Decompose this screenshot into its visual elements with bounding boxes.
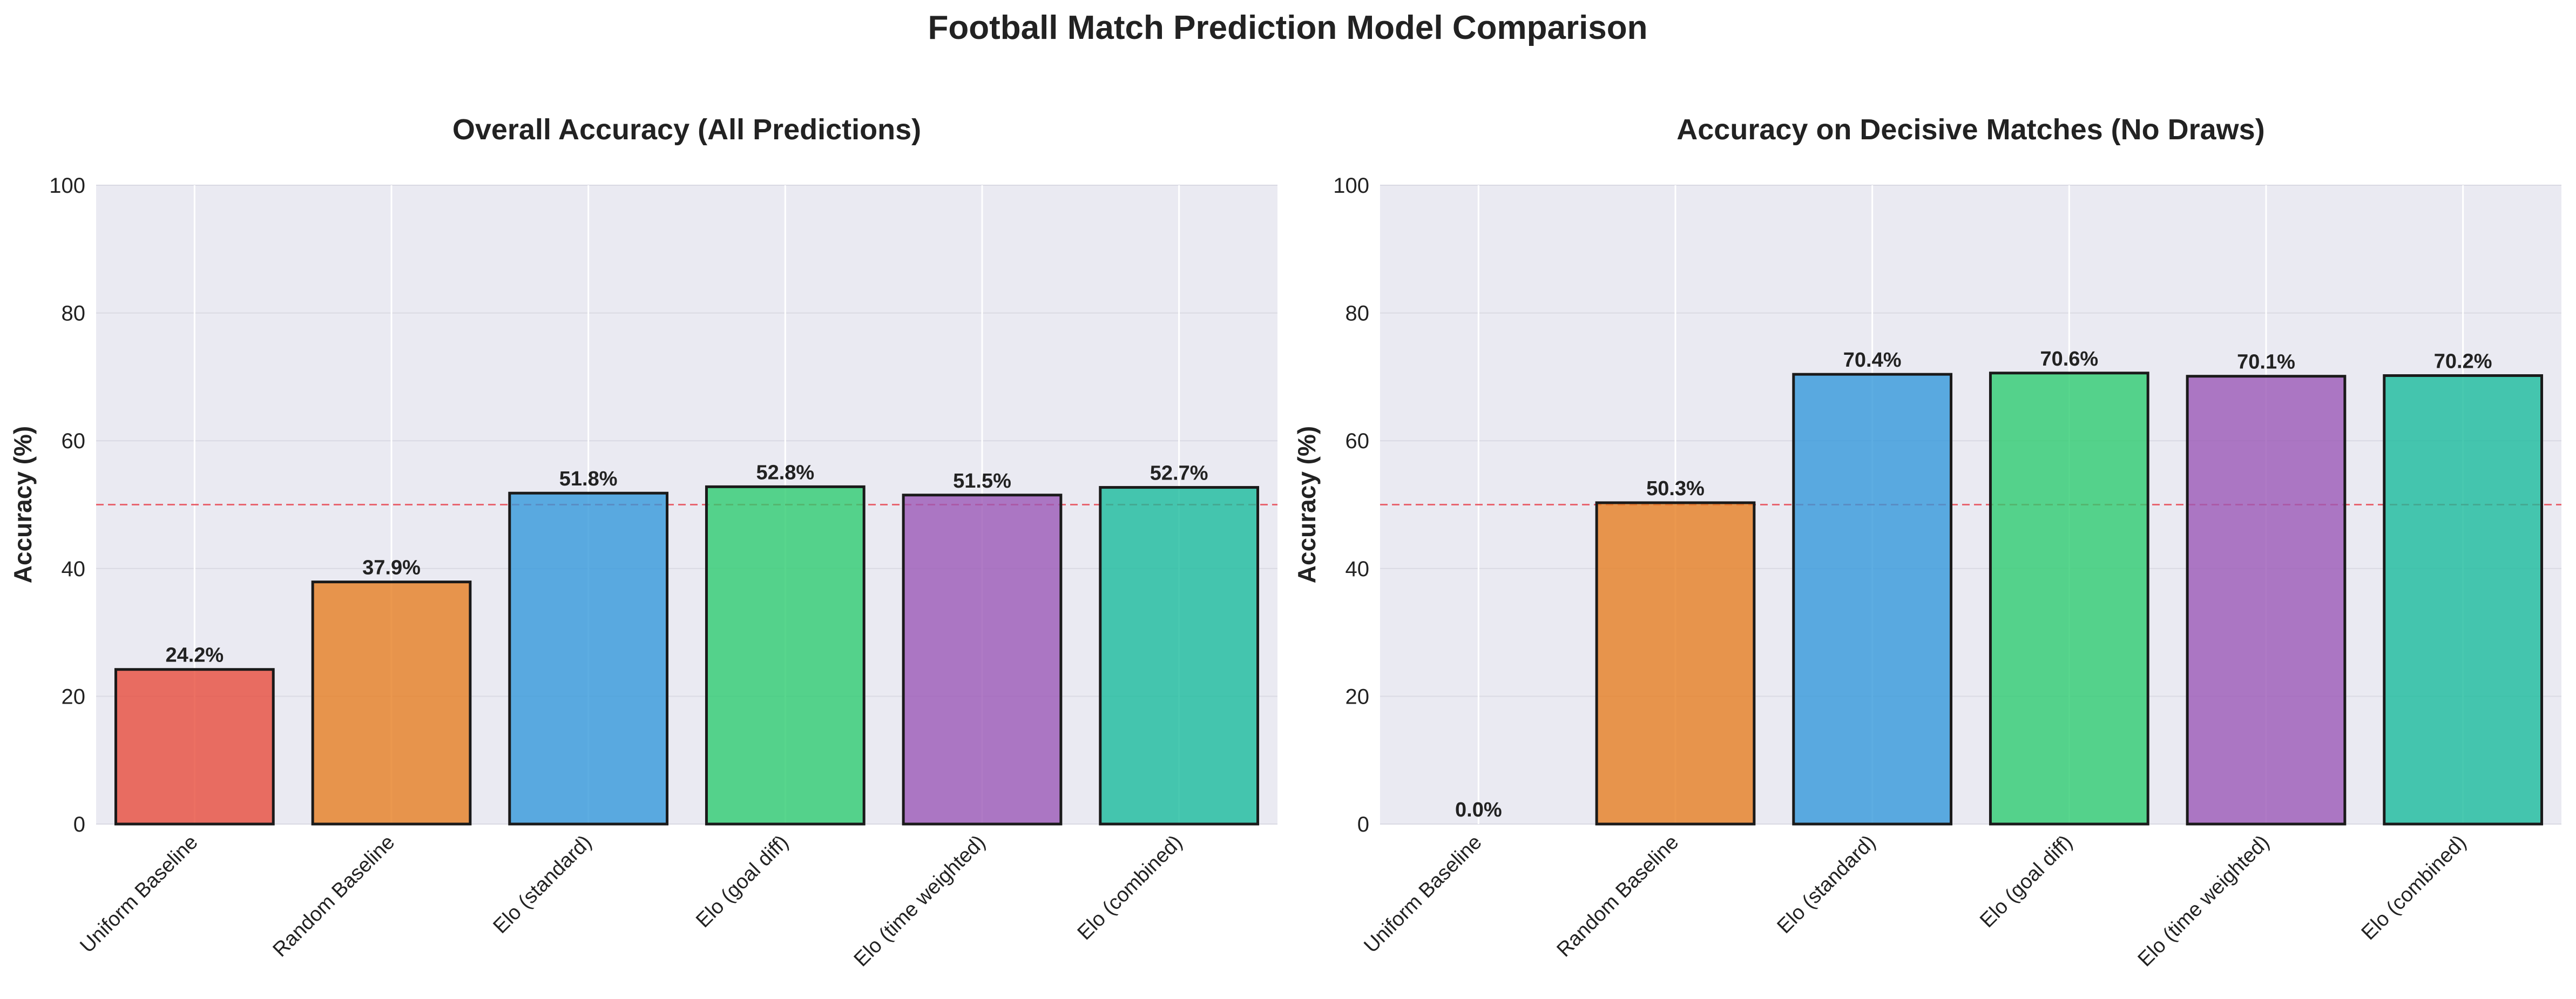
chart-panel-decisive-accuracy: 0.0% Uniform Baseline 50.3% Random Baseline…: [1293, 113, 2561, 971]
bar-elo-time-weighted: [2186, 375, 2347, 826]
data-label-elo-combined: 70.2%: [2434, 350, 2492, 373]
data-label-elo-standard: 51.8%: [559, 468, 618, 490]
bar-elo-standard: [1792, 373, 1953, 826]
bar-elo-goal-diff: [1989, 372, 2149, 826]
bar-elo-time-weighted: [902, 494, 1063, 826]
data-label-uniform-baseline: 0.0%: [1455, 799, 1502, 821]
x-tick-label-elo-goal-diff: Elo (goal diff): [692, 831, 793, 933]
y-tick-label: 20: [62, 685, 86, 708]
y-tick-label: 60: [62, 429, 86, 453]
x-tick-label-elo-goal-diff: Elo (goal diff): [1976, 831, 2077, 933]
y-tick-label: 0: [73, 813, 85, 836]
x-tick-label-elo-time-weighted: Elo (time weighted): [2134, 831, 2274, 971]
panel-title: Overall Accuracy (All Predictions): [452, 113, 921, 146]
y-tick-label: 100: [1333, 174, 1369, 198]
x-tick-label-random-baseline: Random Baseline: [269, 831, 400, 962]
x-tick-label-elo-combined: Elo (combined): [2357, 831, 2471, 944]
data-label-elo-combined: 52.7%: [1150, 462, 1208, 485]
chart-panel-overall-accuracy: 24.2% Uniform Baseline 37.9% Random Baselin…: [9, 113, 1277, 971]
bar-elo-combined: [1099, 486, 1260, 826]
x-tick-label-elo-standard: Elo (standard): [1773, 831, 1880, 938]
data-label-elo-goal-diff: 70.6%: [2040, 348, 2098, 370]
bar-elo-goal-diff: [705, 485, 866, 826]
x-tick-label-uniform-baseline: Uniform Baseline: [76, 831, 202, 957]
y-tick-label: 80: [62, 302, 86, 326]
data-label-elo-goal-diff: 52.8%: [756, 461, 814, 484]
y-tick-label: 80: [1346, 302, 1370, 326]
y-tick-label: 0: [1357, 813, 1369, 836]
y-tick-label: 100: [49, 174, 85, 198]
x-tick-label-random-baseline: Random Baseline: [1553, 831, 1683, 962]
data-label-uniform-baseline: 24.2%: [165, 644, 224, 667]
x-tick-label-elo-combined: Elo (combined): [1073, 831, 1187, 944]
data-label-random-baseline: 37.9%: [362, 557, 421, 579]
bar-elo-combined: [2383, 374, 2544, 826]
y-tick-label: 40: [62, 557, 86, 581]
y-tick-label: 40: [1346, 557, 1370, 581]
data-label-elo-standard: 70.4%: [1843, 349, 1902, 372]
panel-title: Accuracy on Decisive Matches (No Draws): [1676, 113, 2264, 146]
y-axis-label: Accuracy (%): [9, 426, 37, 583]
bar-random-baseline: [311, 580, 472, 826]
bar-uniform-baseline: [114, 668, 275, 826]
y-tick-label: 20: [1346, 685, 1370, 708]
data-label-elo-time-weighted: 70.1%: [2237, 351, 2295, 374]
data-label-random-baseline: 50.3%: [1646, 477, 1705, 500]
bar-elo-standard: [508, 491, 669, 826]
y-tick-label: 60: [1346, 429, 1370, 453]
y-axis-label: Accuracy (%): [1293, 426, 1321, 583]
x-tick-label-uniform-baseline: Uniform Baseline: [1360, 831, 1486, 957]
data-label-elo-time-weighted: 51.5%: [953, 470, 1011, 492]
figure-title: Football Match Prediction Model Comparis…: [928, 9, 1647, 46]
bar-random-baseline: [1595, 501, 1756, 826]
x-tick-label-elo-standard: Elo (standard): [489, 831, 596, 938]
x-tick-label-elo-time-weighted: Elo (time weighted): [850, 831, 990, 971]
